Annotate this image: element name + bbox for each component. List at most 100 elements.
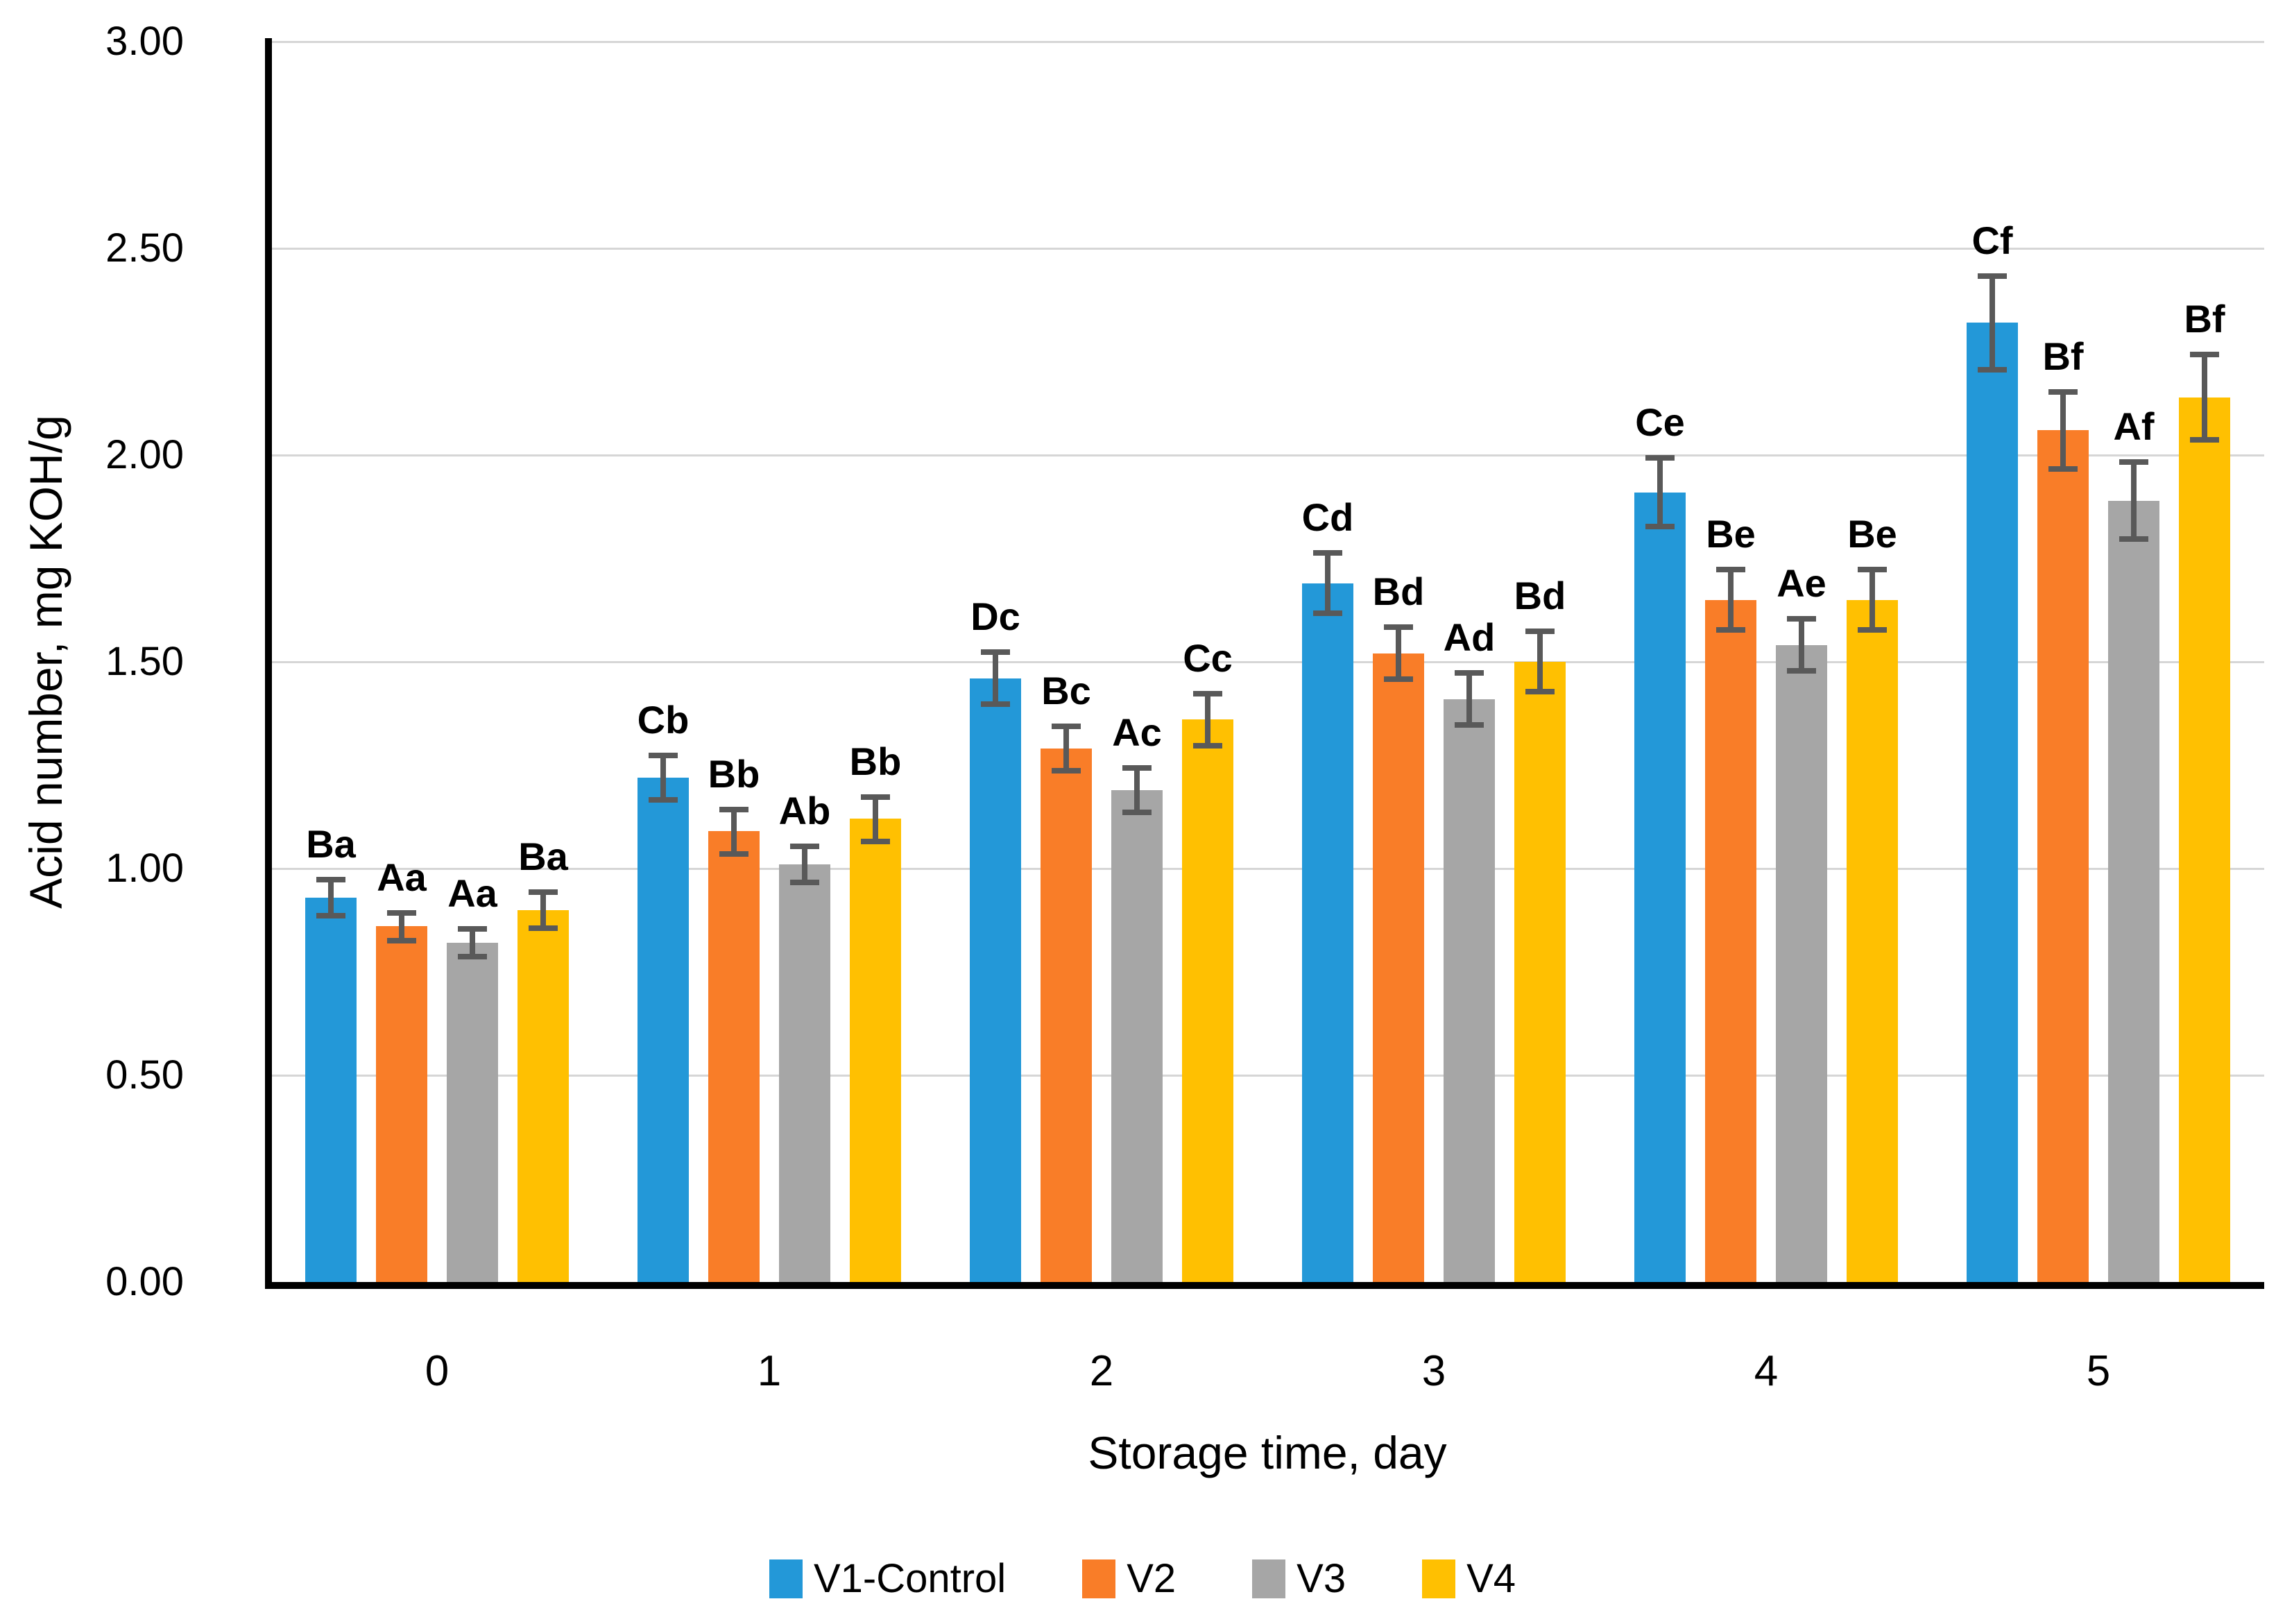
- x-tick-label-day-0: 0: [425, 1347, 450, 1395]
- significance-label-v1-control-day4: Ce: [1635, 400, 1685, 444]
- bar-v1-control-day1: [637, 778, 689, 1282]
- x-axis-title: Storage time, day: [1088, 1427, 1447, 1478]
- error-bar-cap-bottom: [2119, 536, 2148, 542]
- y-tick-label: 2.00: [105, 432, 184, 477]
- error-bar-v2-day0: [387, 910, 416, 943]
- error-bar-line: [731, 807, 737, 857]
- gridline-1.00: [268, 868, 2264, 870]
- error-bar-line: [2202, 352, 2207, 443]
- error-bar-v3-day2: [1122, 765, 1152, 815]
- error-bar-cap-top: [529, 889, 558, 895]
- error-bar-cap-top: [861, 794, 890, 800]
- error-bar-v1-control-day1: [649, 753, 678, 803]
- error-bar-cap-bottom: [719, 851, 748, 857]
- bar-v1-control-day2: [970, 678, 1021, 1282]
- error-bar-cap-top: [1858, 567, 1887, 572]
- error-bar-cap-top: [649, 753, 678, 758]
- bar-v2-day4: [1705, 600, 1756, 1282]
- error-bar-v3-day1: [790, 844, 819, 885]
- error-bar-cap-bottom: [1122, 810, 1152, 815]
- y-tick-label: 0.50: [105, 1052, 184, 1097]
- error-bar-line: [1205, 691, 1210, 749]
- error-bar-cap-bottom: [529, 925, 558, 931]
- error-bar-line: [1728, 567, 1734, 633]
- x-tick-label-day-4: 4: [1754, 1347, 1779, 1395]
- error-bar-cap-top: [1787, 616, 1816, 622]
- error-bar-cap-top: [1052, 724, 1081, 729]
- error-bar-line: [660, 753, 666, 803]
- error-bar-cap-bottom: [1313, 610, 1342, 616]
- significance-label-v4-day1: Bb: [849, 740, 902, 783]
- bar-v2-day5: [2037, 430, 2089, 1282]
- legend-swatch-v3: [1252, 1559, 1286, 1598]
- error-bar-cap-top: [458, 926, 487, 932]
- error-bar-cap-bottom: [458, 954, 487, 959]
- bar-v2-day2: [1041, 749, 1092, 1282]
- error-bar-cap-bottom: [1645, 524, 1675, 529]
- error-bar-line: [1799, 616, 1804, 674]
- error-bar-line: [2060, 389, 2066, 472]
- error-bar-cap-bottom: [316, 913, 345, 918]
- error-bar-line: [1134, 765, 1140, 815]
- significance-label-v2-day3: Bd: [1372, 570, 1425, 613]
- y-axis-line: [265, 38, 272, 1289]
- bar-v3-day2: [1111, 790, 1163, 1282]
- significance-label-v1-control-day2: Dc: [970, 595, 1020, 638]
- legend-label: V1-Control: [813, 1556, 1007, 1601]
- y-tick-label: 3.00: [105, 19, 184, 64]
- significance-label-v1-control-day0: Ba: [306, 822, 356, 866]
- error-bar-line: [1537, 629, 1543, 694]
- error-bar-line: [1869, 567, 1875, 633]
- gridline-0.50: [268, 1075, 2264, 1077]
- legend-label: V2: [1127, 1556, 1176, 1601]
- error-bar-cap-top: [1455, 670, 1484, 676]
- gridline-1.50: [268, 661, 2264, 663]
- error-bar-cap-bottom: [387, 938, 416, 943]
- error-bar-v3-day3: [1455, 670, 1484, 728]
- error-bar-v2-day3: [1384, 624, 1413, 682]
- bar-v1-control-day3: [1302, 583, 1353, 1282]
- error-bar-cap-top: [1525, 629, 1555, 634]
- error-bar-cap-top: [316, 877, 345, 882]
- error-bar-cap-bottom: [1716, 627, 1745, 633]
- y-axis-title: Acid number, mg KOH/g: [20, 415, 71, 909]
- error-bar-cap-top: [981, 649, 1010, 655]
- error-bar-line: [2131, 459, 2137, 542]
- bar-v4-day0: [517, 910, 569, 1282]
- error-bar-v1-control-day5: [1978, 273, 2007, 373]
- x-axis-line: [265, 1282, 2264, 1289]
- error-bar-line: [540, 889, 546, 931]
- error-bar-v2-day5: [2048, 389, 2078, 472]
- error-bar-v2-day1: [719, 807, 748, 857]
- legend-swatch-v1-control: [769, 1559, 803, 1598]
- y-tick-label: 0.00: [105, 1259, 184, 1304]
- bar-v4-day2: [1182, 719, 1233, 1282]
- bar-v3-day1: [779, 864, 830, 1282]
- error-bar-v4-day4: [1858, 567, 1887, 633]
- error-bar-line: [470, 926, 475, 959]
- error-bar-cap-top: [1978, 273, 2007, 279]
- bar-v1-control-day4: [1634, 493, 1686, 1282]
- significance-label-v3-day3: Ad: [1443, 615, 1496, 659]
- error-bar-v1-control-day3: [1313, 550, 1342, 616]
- legend-label: V3: [1296, 1556, 1346, 1601]
- legend-item-v2: V2: [1082, 1557, 1176, 1601]
- significance-label-v3-day0: Aa: [447, 871, 497, 915]
- y-tick-label: 2.50: [105, 225, 184, 271]
- error-bar-cap-bottom: [861, 839, 890, 844]
- error-bar-cap-top: [1313, 550, 1342, 556]
- error-bar-line: [1396, 624, 1401, 682]
- error-bar-cap-top: [1384, 624, 1413, 630]
- bar-v2-day0: [376, 926, 427, 1282]
- legend-label: V4: [1466, 1556, 1516, 1601]
- bar-v1-control-day0: [305, 898, 357, 1282]
- error-bar-cap-top: [1716, 567, 1745, 572]
- error-bar-line: [1063, 724, 1069, 773]
- legend-swatch-v2: [1082, 1559, 1116, 1598]
- error-bar-cap-bottom: [1193, 743, 1222, 749]
- bar-v1-control-day5: [1967, 323, 2018, 1282]
- error-bar-v3-day5: [2119, 459, 2148, 542]
- y-tick-label: 1.50: [105, 639, 184, 684]
- bar-v4-day3: [1514, 662, 1566, 1282]
